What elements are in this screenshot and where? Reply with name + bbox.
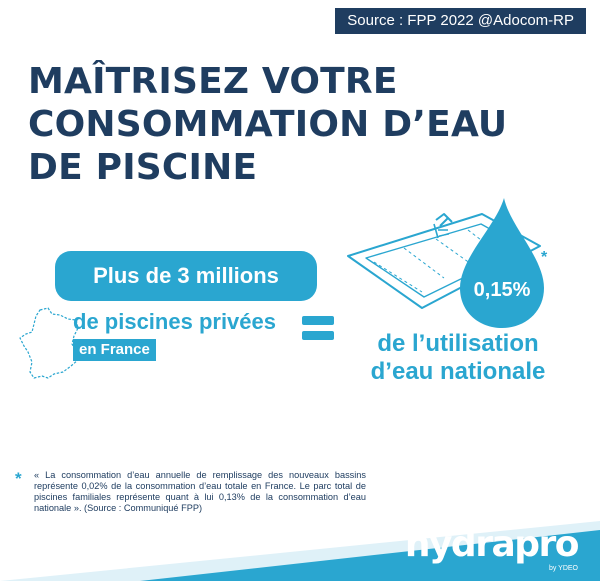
asterisk-mark: *	[541, 249, 548, 266]
result-text: de l’utilisation d’eau nationale	[340, 330, 576, 386]
title-line: DE PISCINE	[28, 147, 258, 188]
brand-logo: hydrapro	[404, 524, 580, 565]
equals-bar	[302, 316, 334, 325]
title-line: CONSOMMATION D’EAU	[28, 104, 508, 145]
footer-band	[0, 506, 600, 581]
equals-sign-icon	[302, 313, 334, 343]
footnote-text: « La consommation d’eau annuelle de remp…	[34, 470, 366, 513]
equals-bar	[302, 331, 334, 340]
page-title: MAÎTRISEZ VOTRE CONSOMMATION D’EAU DE PI…	[28, 60, 507, 189]
result-line: d’eau nationale	[370, 358, 546, 385]
drop-value: 0,15%	[473, 279, 531, 301]
stat-tag: en France	[73, 339, 156, 361]
result-line: de l’utilisation	[377, 330, 539, 357]
title-line: MAÎTRISEZ VOTRE	[28, 61, 398, 102]
footnote-marker: *	[15, 469, 22, 488]
france-map-icon	[18, 306, 84, 382]
water-drop-icon	[458, 196, 546, 330]
stat-line: de piscines privées	[73, 309, 276, 334]
stat-headline-pill: Plus de 3 millions	[55, 251, 317, 301]
brand-subtitle: by YDEO	[548, 565, 578, 572]
source-badge: Source : FPP 2022 @Adocom-RP	[335, 8, 586, 34]
